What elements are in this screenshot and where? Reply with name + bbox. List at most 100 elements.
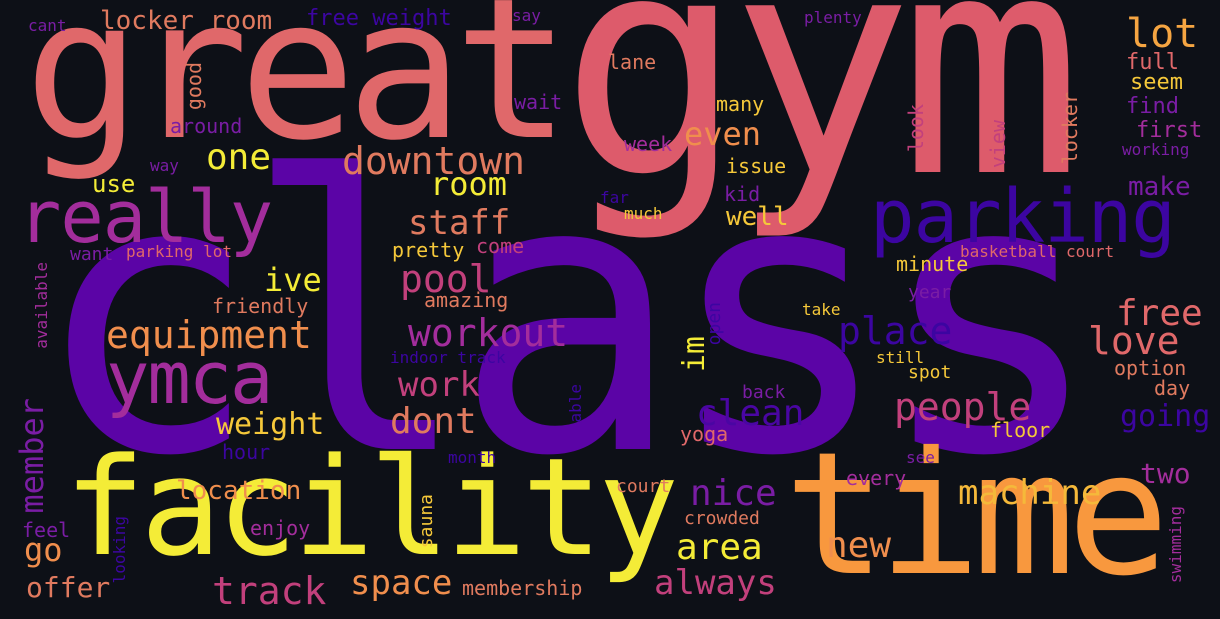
word: yoga — [680, 422, 729, 446]
word: even — [684, 115, 762, 153]
word: equipment — [106, 313, 312, 357]
word: wait — [514, 90, 563, 114]
word: view — [986, 120, 1010, 169]
word: time — [784, 416, 1169, 614]
word: want — [70, 244, 114, 265]
word: membership — [462, 576, 583, 600]
word: court — [616, 476, 671, 497]
word: great — [24, 0, 571, 183]
word: day — [1154, 376, 1191, 400]
word: every — [846, 466, 907, 490]
word: full — [1126, 50, 1179, 75]
word: year — [908, 282, 952, 303]
word: enjoy — [250, 516, 311, 540]
word: option — [1114, 356, 1187, 380]
word: open — [704, 302, 725, 346]
word: offer — [26, 571, 111, 604]
word: month — [448, 448, 497, 467]
word: downtown — [342, 139, 526, 183]
word: good — [182, 62, 206, 111]
word: facility — [64, 429, 679, 586]
word: much — [624, 204, 663, 223]
word: go — [24, 531, 63, 569]
word: lane — [608, 50, 657, 74]
word: back — [742, 382, 786, 403]
word: class — [32, 96, 1104, 539]
word: well — [726, 202, 789, 232]
word: track — [212, 569, 327, 613]
word: cant — [28, 16, 67, 35]
word: place — [838, 309, 953, 353]
word: ymca — [106, 336, 273, 420]
word: seem — [1130, 70, 1183, 95]
word: plenty — [804, 8, 862, 27]
word: come — [476, 234, 525, 258]
word: locker — [1058, 92, 1082, 165]
word: parking lot — [126, 242, 232, 261]
word: find — [1126, 94, 1179, 119]
word: really — [18, 175, 273, 259]
word: work — [398, 365, 480, 405]
word: first — [1136, 118, 1203, 143]
word: staff — [408, 203, 511, 243]
word: far — [600, 188, 629, 207]
word: new — [826, 525, 892, 566]
word: people — [894, 385, 1032, 429]
word: make — [1128, 172, 1191, 202]
word: ive — [264, 261, 322, 299]
word: clean — [696, 393, 805, 434]
word: spot — [908, 362, 952, 383]
word: feel — [22, 518, 71, 542]
word: locker room — [100, 6, 273, 36]
word: hour — [222, 440, 271, 464]
word: look — [904, 104, 928, 153]
word: sauna — [416, 494, 437, 549]
word: location — [176, 476, 302, 506]
word: amazing — [424, 288, 509, 312]
word: space — [350, 563, 453, 603]
word: one — [206, 137, 272, 178]
word: many — [716, 92, 765, 116]
word: around — [170, 114, 243, 138]
word: indoor track — [390, 348, 506, 367]
word: parking — [870, 174, 1176, 260]
word: see — [906, 448, 935, 467]
word: week — [624, 132, 673, 156]
word: going — [1120, 399, 1211, 434]
word: nice — [690, 473, 777, 514]
word: minute — [896, 252, 969, 276]
word: gym — [560, 0, 1083, 244]
word: take — [802, 300, 841, 319]
word: use — [92, 170, 136, 198]
word: swimming — [1166, 506, 1185, 584]
word: love — [1088, 319, 1180, 363]
word: say — [512, 6, 541, 25]
word: friendly — [212, 294, 309, 318]
word: available — [32, 262, 51, 349]
word: floor — [990, 418, 1051, 442]
word: free weight — [306, 6, 452, 31]
word: looking — [110, 516, 129, 584]
word: crowded — [684, 508, 760, 529]
word: working — [1122, 140, 1190, 159]
word: two — [1140, 457, 1191, 490]
word: pool — [400, 257, 492, 301]
word: room — [430, 165, 508, 203]
word: way — [150, 156, 179, 175]
word: member — [13, 398, 51, 514]
word: weight — [216, 407, 325, 442]
word: always — [654, 563, 777, 603]
word: basketball court — [960, 242, 1115, 261]
word: still — [876, 348, 925, 367]
word: lot — [1126, 11, 1199, 57]
word: machine — [958, 473, 1102, 513]
word: able — [566, 384, 585, 423]
word: dont — [390, 401, 477, 442]
word: pretty — [392, 238, 465, 262]
word: free — [1116, 293, 1203, 334]
word: workout — [408, 311, 569, 355]
word: kid — [724, 182, 761, 206]
word: issue — [726, 154, 787, 178]
word: area — [676, 527, 763, 568]
